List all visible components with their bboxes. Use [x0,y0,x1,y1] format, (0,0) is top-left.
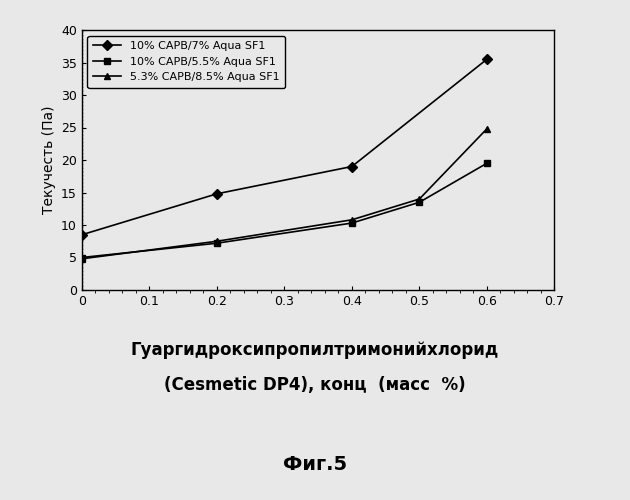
10% CAPB/7% Aqua SF1 [213,191,220,197]
Line: 10% CAPB/7% Aqua SF1: 10% CAPB/7% Aqua SF1 [78,56,490,238]
10% CAPB/7% Aqua SF1 [78,232,86,238]
10% CAPB/5.5% Aqua SF1 [416,199,423,205]
10% CAPB/5.5% Aqua SF1 [483,160,491,166]
Legend: 10% CAPB/7% Aqua SF1, 10% CAPB/5.5% Aqua SF1, 5.3% CAPB/8.5% Aqua SF1: 10% CAPB/7% Aqua SF1, 10% CAPB/5.5% Aqua… [88,36,285,88]
Text: Гуаргидроксипропилтримонийхлорид: Гуаргидроксипропилтримонийхлорид [131,341,499,359]
Line: 10% CAPB/5.5% Aqua SF1: 10% CAPB/5.5% Aqua SF1 [78,160,490,261]
5.3% CAPB/8.5% Aqua SF1 [213,238,220,244]
5.3% CAPB/8.5% Aqua SF1 [483,126,491,132]
5.3% CAPB/8.5% Aqua SF1 [78,256,86,262]
10% CAPB/5.5% Aqua SF1 [348,220,356,226]
Text: (Cesmetic DP4), конц  (масс  %): (Cesmetic DP4), конц (масс %) [164,376,466,394]
Y-axis label: Текучесть (Па): Текучесть (Па) [42,106,55,214]
10% CAPB/7% Aqua SF1 [483,56,491,62]
Text: Фиг.5: Фиг.5 [283,456,347,474]
10% CAPB/5.5% Aqua SF1 [78,254,86,260]
Line: 5.3% CAPB/8.5% Aqua SF1: 5.3% CAPB/8.5% Aqua SF1 [78,126,490,262]
5.3% CAPB/8.5% Aqua SF1 [416,196,423,202]
10% CAPB/5.5% Aqua SF1 [213,240,220,246]
5.3% CAPB/8.5% Aqua SF1 [348,217,356,223]
10% CAPB/7% Aqua SF1 [348,164,356,170]
